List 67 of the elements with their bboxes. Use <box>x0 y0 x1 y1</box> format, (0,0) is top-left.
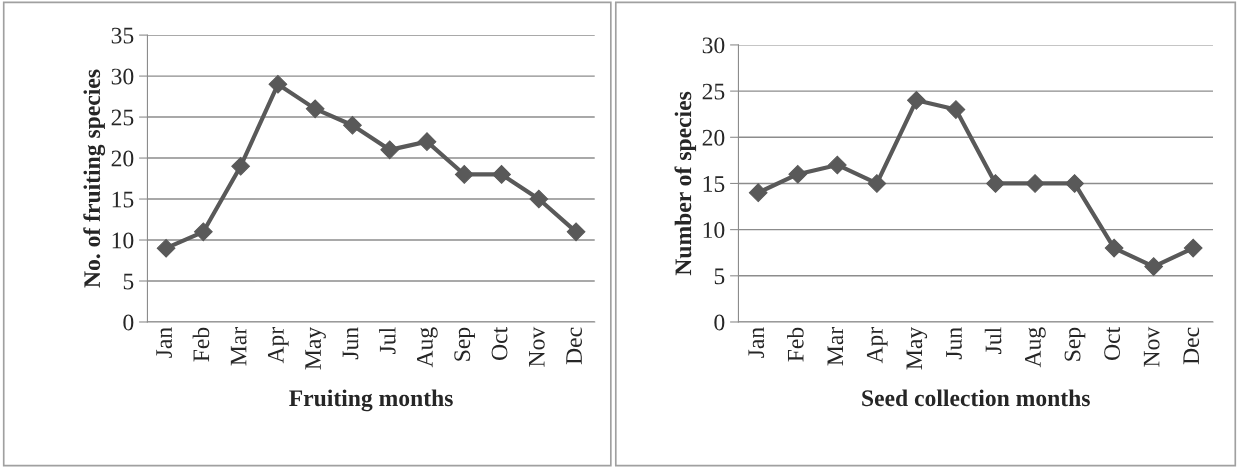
y-axis-title: No. of fruiting species <box>83 69 106 288</box>
point <box>946 100 966 119</box>
x-tick-label: Feb <box>192 327 210 362</box>
y-tick-label: 5 <box>714 268 725 285</box>
point <box>748 183 768 203</box>
x-tick-label: Sep <box>1064 327 1086 361</box>
y-axis-title: Number of species <box>674 91 697 276</box>
y-tick-label: 30 <box>702 37 725 54</box>
x-tick-label: Jan <box>156 327 172 358</box>
point <box>193 222 213 242</box>
x-tick-label: Nov <box>1143 326 1160 367</box>
x-tick-label: May <box>906 326 928 370</box>
point <box>986 174 1005 193</box>
point <box>268 74 288 94</box>
x-tick-label: Dec <box>1183 327 1200 365</box>
y-tick-label: 20 <box>702 129 725 146</box>
x-tick-label: Dec <box>566 327 582 365</box>
point <box>529 189 549 209</box>
x-tick-label: Aug <box>1025 327 1046 368</box>
point <box>907 90 926 110</box>
y-tick-label: 15 <box>703 176 725 192</box>
x-tick-label: Feb <box>787 327 804 362</box>
point <box>1144 257 1164 276</box>
point <box>417 132 437 152</box>
x-tick-label: Jun <box>342 327 359 360</box>
point <box>566 222 586 242</box>
y-tick-label: 25 <box>702 83 725 100</box>
point <box>454 165 474 184</box>
x-tick-label: Apr <box>267 327 289 364</box>
x-tick-label: Apr <box>866 327 888 364</box>
x-tick-label: Nov <box>529 326 545 367</box>
y-tick-label: 30 <box>111 68 134 85</box>
x-axis-title: Seed collection months <box>862 389 1090 407</box>
x-tick-label: Mar <box>230 327 247 366</box>
x-tick-label: Jun <box>946 327 962 360</box>
point <box>305 99 325 119</box>
x-tick-label: Oct <box>1104 326 1121 360</box>
point <box>1065 174 1084 193</box>
x-axis-title: Fruiting months <box>289 389 453 412</box>
y-tick-label: 0 <box>123 314 134 331</box>
x-tick-label: Jul <box>984 327 1002 354</box>
y-tick-label: 15 <box>112 191 134 208</box>
point <box>1104 238 1124 258</box>
point <box>1183 238 1203 258</box>
x-tick-label: Oct <box>491 326 508 360</box>
y-tick-label: 25 <box>111 109 134 126</box>
x-tick-label: May <box>305 326 326 370</box>
x-tick-label: Mar <box>827 327 844 366</box>
y-tick-label: 10 <box>703 222 725 239</box>
x-tick-label: Jan <box>748 327 765 358</box>
x-tick-label: Jul <box>379 327 396 354</box>
x-tick-label: Aug <box>417 327 438 368</box>
point <box>867 174 887 193</box>
point <box>343 115 362 135</box>
x-tick-label: Sep <box>454 327 475 361</box>
point <box>1025 174 1045 193</box>
point <box>827 155 847 175</box>
point <box>231 156 250 176</box>
point <box>156 238 176 258</box>
y-tick-label: 0 <box>714 314 725 331</box>
y-tick-label: 35 <box>111 27 134 44</box>
y-tick-label: 10 <box>112 232 134 249</box>
point <box>492 165 511 184</box>
y-tick-label: 5 <box>123 273 134 290</box>
y-tick-label: 20 <box>111 150 134 167</box>
point <box>788 164 808 184</box>
point <box>380 140 400 160</box>
